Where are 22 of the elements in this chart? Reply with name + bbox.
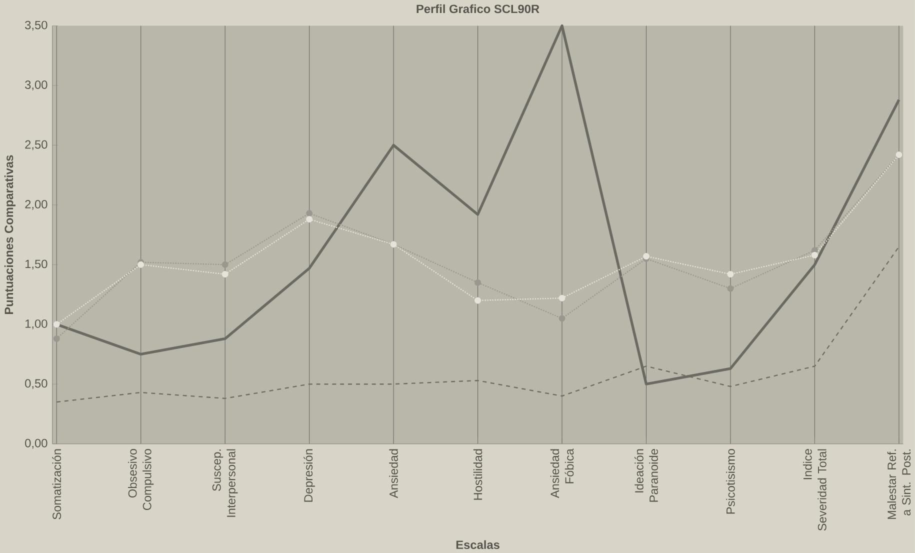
y-axis-title: Puntuaciones Comparativas [4, 155, 16, 314]
y-tick-label: 2,50 [25, 140, 48, 150]
y-tick-label: 0,00 [25, 438, 48, 449]
x-tick-label: Malestar Ref. a Sint. Post. [887, 449, 911, 519]
chart-title: Perfil Grafico SCL90R [416, 4, 540, 13]
x-tick-label: Obsesivo Compulsivo [128, 448, 154, 510]
x-tick-label: Psicotisismo [726, 448, 735, 514]
y-tick-label: 1,50 [25, 260, 48, 270]
x-tick-label: Ideación Paranoide [634, 448, 658, 502]
y-tick-label: 1,00 [25, 319, 48, 330]
x-tick-label: Ansiedad Fóbica [550, 448, 574, 498]
x-tick-label: Depresión [304, 449, 315, 502]
x-axis-title: Escalas [456, 540, 500, 549]
x-tick-label: Somatización [52, 449, 62, 520]
x-tick-label: Ansiedad [389, 449, 398, 498]
x-tick-label: Suscep. Interpersonal [212, 449, 238, 517]
y-tick-label: 3,50 [25, 20, 48, 30]
x-tick-label: Hostilidad [473, 449, 482, 500]
x-tick-label: Indice Severidad Total [803, 448, 826, 530]
y-tick-label: 2,00 [25, 200, 48, 210]
y-tick-label: 0,50 [25, 378, 48, 389]
y-tick-label: 3,00 [25, 80, 48, 90]
